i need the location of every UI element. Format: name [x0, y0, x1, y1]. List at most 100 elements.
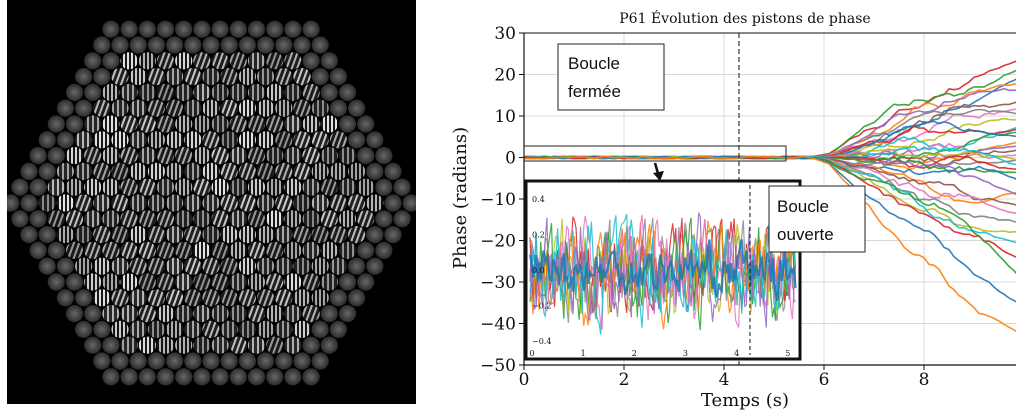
mirror-segment: [266, 305, 284, 323]
mirror-segment: [129, 36, 147, 54]
y-axis-label: Phase (radians): [450, 127, 471, 269]
interferogram-image: [2, 0, 420, 404]
mirror-segment: [65, 241, 84, 259]
mirror-segment: [147, 162, 165, 180]
mirror-segment: [38, 162, 56, 180]
mirror-segment: [184, 194, 202, 212]
mirror-segment: [284, 20, 302, 38]
mirror-segment: [84, 241, 102, 259]
mirror-segment: [338, 273, 357, 291]
mirror-segment: [120, 20, 138, 38]
mirror-segment: [120, 241, 138, 259]
mirror-segment: [247, 178, 266, 196]
inset-x-tick-label: 3: [683, 349, 688, 358]
mirror-segment: [102, 178, 120, 196]
mirror-segment: [284, 210, 302, 228]
mirror-segment: [93, 162, 111, 180]
mirror-segment: [102, 147, 120, 165]
mirror-segment: [65, 147, 84, 165]
mirror-segment: [211, 241, 229, 259]
mirror-segment: [275, 226, 293, 244]
mirror-segment: [329, 289, 347, 307]
mirror-segment: [202, 352, 220, 370]
mirror-segment: [138, 178, 156, 196]
phase-chart-svg: P61 Évolution des pistons de phase 30201…: [450, 9, 1016, 411]
mirror-segment: [56, 257, 74, 275]
mirror-segment: [102, 210, 120, 228]
mirror-segment: [202, 99, 220, 117]
mirror-segment: [257, 36, 275, 54]
mirror-segment: [175, 147, 193, 165]
mirror-segment: [38, 257, 56, 275]
mirror-segment: [266, 115, 284, 133]
y-tick-label: −10: [480, 190, 516, 210]
mirror-segment: [156, 178, 175, 196]
mirror-segment: [138, 83, 156, 101]
mirror-segment: [2, 194, 20, 212]
mirror-segment: [320, 241, 338, 259]
mirror-segment: [257, 162, 275, 180]
mirror-segment: [247, 336, 266, 354]
mirror-segment: [229, 241, 247, 259]
mirror-segment: [311, 352, 329, 370]
mirror-segment: [193, 147, 211, 165]
mirror-segment: [166, 131, 184, 149]
mirror-segment: [348, 226, 366, 244]
mirror-segment: [320, 210, 338, 228]
mirror-segment: [75, 320, 93, 338]
mirror-segment: [202, 194, 220, 212]
mirror-segment: [147, 68, 165, 86]
closed-loop-label-line2: fermée: [568, 82, 621, 101]
mirror-segment: [293, 352, 311, 370]
mirror-segment: [384, 162, 402, 180]
mirror-segment: [156, 20, 175, 38]
mirror-segment: [147, 352, 165, 370]
mirror-segment: [338, 115, 357, 133]
mirror-segment: [93, 194, 111, 212]
mirror-segment: [247, 368, 266, 386]
mirror-segment: [102, 273, 120, 291]
mirror-segment: [320, 336, 338, 354]
inset-x-tick-label: 4: [734, 349, 739, 358]
mirror-segment: [357, 115, 375, 133]
mirror-segment: [220, 99, 238, 117]
mirror-segment: [211, 147, 229, 165]
mirror-segment: [120, 210, 138, 228]
mirror-segment: [193, 115, 211, 133]
mirror-segment: [275, 352, 293, 370]
inset-x-tick-label: 2: [632, 349, 637, 358]
mirror-segment: [65, 178, 84, 196]
mirror-segment: [375, 210, 393, 228]
mirror-segment: [220, 289, 238, 307]
mirror-segment: [320, 52, 338, 70]
mirror-segment: [147, 194, 165, 212]
mirror-segment: [329, 194, 347, 212]
mirror-segment: [211, 115, 229, 133]
y-tick-label: 10: [494, 107, 516, 127]
mirror-segment: [284, 273, 302, 291]
mirror-segment: [84, 210, 102, 228]
mirror-segment: [275, 289, 293, 307]
mirror-segment: [184, 289, 202, 307]
mirror-segment: [302, 115, 320, 133]
mirror-segment: [56, 131, 74, 149]
mirror-segment: [275, 162, 293, 180]
mirror-segment: [129, 289, 147, 307]
mirror-segment: [147, 289, 165, 307]
mirror-segment: [284, 305, 302, 323]
mirror-segment: [293, 162, 311, 180]
mirror-segment: [147, 226, 165, 244]
inset-y-tick-label: 0.2: [532, 231, 545, 240]
mirror-segment: [211, 20, 229, 38]
mirror-segment: [65, 273, 84, 291]
mirror-segment: [257, 352, 275, 370]
mirror-segment: [120, 305, 138, 323]
mirror-segment: [311, 226, 329, 244]
mirror-segment: [29, 178, 47, 196]
mirror-segment: [184, 352, 202, 370]
inset-x-tick-label: 5: [785, 349, 790, 358]
mirror-segment: [111, 68, 129, 86]
mirror-segment: [211, 368, 229, 386]
x-axis-label: Temps (s): [701, 390, 789, 411]
mirror-segment: [102, 115, 120, 133]
